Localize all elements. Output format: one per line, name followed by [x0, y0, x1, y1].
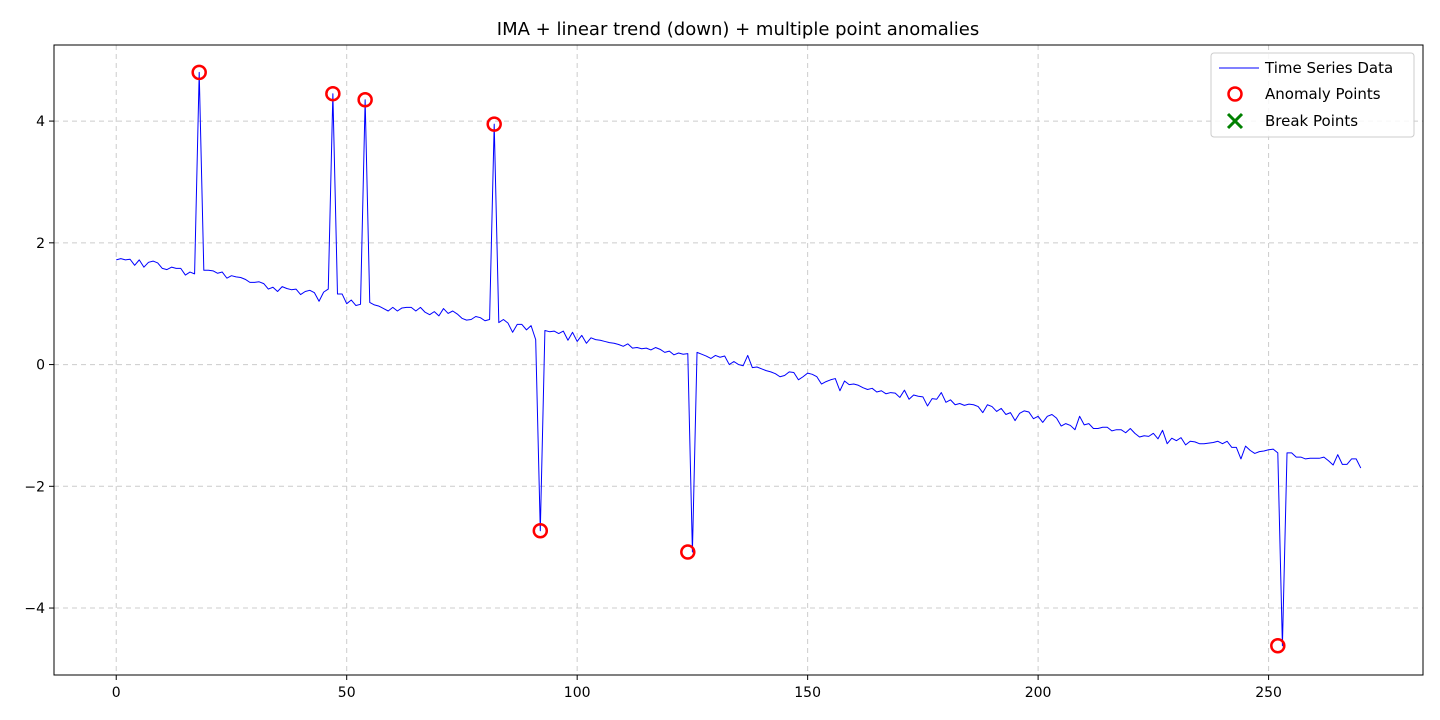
x-tick-label: 150 [794, 685, 821, 701]
axes: 0 50 100 150 200 250 −4 −2 0 2 4 [24, 44, 1424, 701]
anomaly-point [325, 85, 341, 102]
anomaly-point [486, 116, 502, 132]
plot-frame [53, 44, 1424, 676]
x-tick-label: 0 [112, 685, 121, 701]
time-series-line [116, 71, 1362, 647]
legend-box [1210, 52, 1415, 138]
anomaly-point [680, 544, 696, 560]
x-tick-label: 100 [564, 685, 591, 701]
legend-label: Anomaly Points [1265, 85, 1381, 103]
anomaly-point [191, 64, 207, 81]
legend-label: Time Series Data [1264, 59, 1393, 77]
y-tick-label: 4 [36, 114, 45, 130]
y-tick-label: 2 [36, 236, 45, 252]
anomaly-point [1270, 638, 1286, 654]
x-tick-label: 200 [1025, 685, 1052, 701]
legend-circle-marker [1227, 86, 1243, 102]
x-tick-label: 250 [1255, 685, 1282, 701]
chart-title: IMA + linear trend (down) + multiple poi… [497, 19, 979, 40]
anomaly-point [532, 522, 549, 539]
x-tick-label: 50 [338, 685, 356, 701]
legend: Time Series Data Anomaly Points Break Poin… [1210, 52, 1415, 138]
y-tick-label: −2 [24, 479, 45, 495]
legend-label: Break Points [1265, 112, 1358, 130]
plot-series [116, 64, 1362, 654]
y-tick-label: 0 [36, 358, 45, 374]
y-tick-label: −4 [24, 601, 45, 617]
anomaly-point [357, 92, 373, 108]
grid [54, 45, 1423, 675]
legend-x-marker [1226, 112, 1244, 130]
